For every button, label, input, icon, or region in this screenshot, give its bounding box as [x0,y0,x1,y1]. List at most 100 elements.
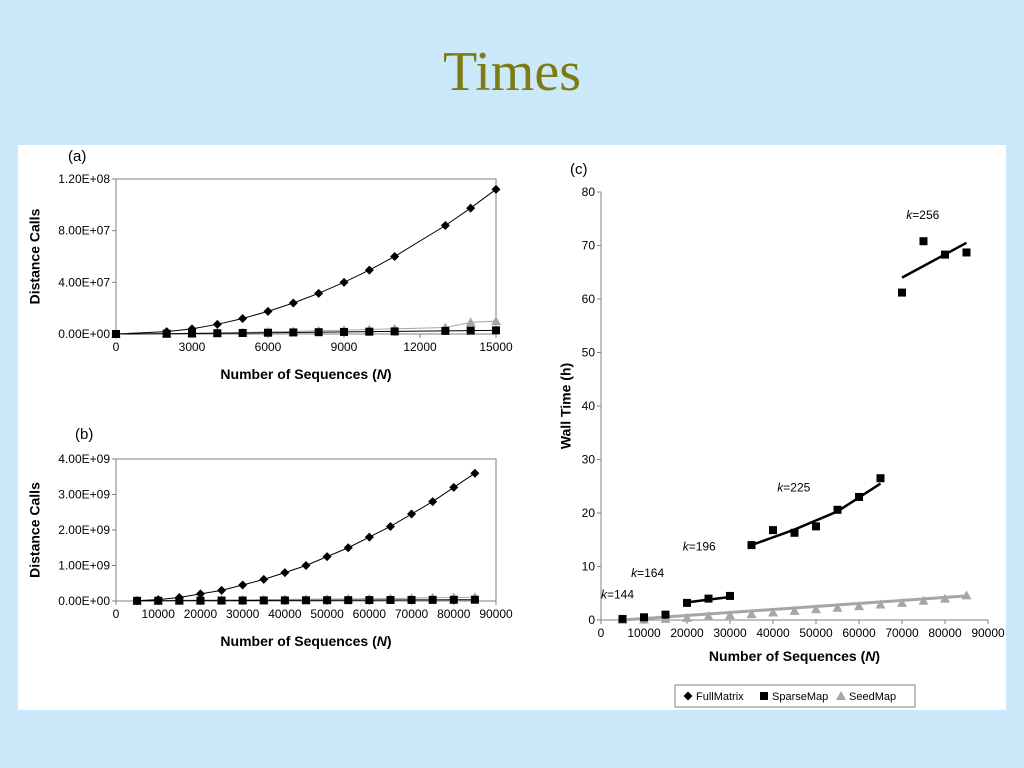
data-point [153,595,163,605]
data-point [174,592,184,602]
data-point [470,595,479,604]
series-fullmatrix [132,468,480,606]
k-annotation-value: =164 [637,566,664,580]
x-axis-title-close: ) [387,633,392,649]
data-point [962,248,971,257]
y-tick-label: 2.00E+09 [58,523,110,537]
data-point [162,327,172,337]
y-tick-label: 3.00E+09 [58,488,110,502]
data-point [789,605,800,615]
data-point [449,482,459,492]
x-axis-title: Number of Sequences (N) [220,633,391,649]
y-tick-label: 50 [582,346,596,360]
data-point [365,596,374,605]
data-point [918,595,929,605]
x-tick-label: 0 [598,626,605,640]
data-point [466,203,476,213]
data-point [386,596,395,605]
data-point [940,593,950,603]
data-point [833,505,842,514]
y-tick-label: 4.00E+07 [58,275,110,289]
data-point [465,317,476,327]
data-point [263,306,273,316]
k-annotation-symbol: k [777,481,784,495]
x-axis-title-text: Number of Sequences ( [220,633,377,649]
y-axis-title: Distance Calls [26,208,42,304]
x-tick-label: 10000 [627,626,661,640]
panel-label: (b) [75,426,93,443]
data-point [390,252,400,261]
data-point [289,328,298,337]
data-point [343,543,353,553]
x-tick-label: 30000 [713,626,747,640]
panel-label: (c) [570,161,588,178]
data-point [790,528,799,537]
y-tick-label: 1.20E+08 [58,172,110,186]
data-point [941,250,949,259]
data-point [640,613,648,622]
y-tick-label: 1.00E+09 [58,559,110,573]
data-point [768,607,778,617]
legend-marker-sparsemap [760,692,768,700]
legend-marker-seedmap [836,691,846,700]
data-point [314,288,324,298]
data-point [280,568,290,578]
trendline-sparsemap [901,241,968,279]
data-point [238,314,248,323]
x-tick-label: 20000 [184,607,218,621]
y-tick-label: 20 [582,506,596,520]
data-point [344,596,353,605]
data-point [492,326,500,335]
y-tick-label: 40 [582,399,596,413]
data-point [217,596,226,605]
data-point [725,610,735,620]
x-tick-label: 70000 [395,607,429,621]
x-tick-label: 50000 [310,607,344,621]
data-point [132,596,142,606]
y-tick-label: 8.00E+07 [58,224,110,238]
x-tick-label: 60000 [353,607,387,621]
data-point [288,298,298,308]
data-point [264,328,272,337]
data-point [111,329,121,339]
data-point [747,541,756,550]
x-tick-label: 3000 [179,340,206,354]
k-annotation: k=256 [906,208,939,222]
k-annotation-symbol: k [601,588,608,602]
y-tick-label: 0 [588,613,595,627]
data-point [364,265,374,275]
data-point [213,329,222,338]
x-tick-label: 0 [113,607,120,621]
data-point [726,591,734,600]
series-line [115,329,497,335]
chart-b: 0 10000 20000 30000 40000 50000 60000 70000 8000… [26,426,513,649]
x-axis-title-variable: N [865,648,876,664]
chart-a: 0 3000 6000 9000 12000 15000 0.00E+00 4.00E+07 8… [26,148,513,382]
x-tick-label: 0 [113,340,120,354]
x-axis-title-close: ) [387,366,392,382]
data-point [428,497,438,507]
x-axis-title-variable: N [377,366,388,382]
y-tick-label: 0.00E+00 [58,594,110,608]
data-point [919,237,928,246]
data-point [703,611,714,621]
figure-panel: 0 3000 6000 9000 12000 15000 0.00E+00 4.00E+07 8… [18,145,1006,710]
data-point [876,474,885,483]
data-point [195,589,205,599]
data-point [440,221,450,230]
x-axis-title: Number of Sequences (N) [709,648,880,664]
x-tick-label: 80000 [928,626,962,640]
data-point [683,598,691,607]
x-tick-label: 90000 [479,607,513,621]
data-point [491,316,501,326]
legend-label-sparsemap: SparseMap [772,691,828,703]
y-tick-label: 60 [582,292,596,306]
data-point [811,604,821,614]
k-annotation-value: =196 [689,539,716,553]
plot-frame [115,458,497,602]
data-point [618,614,627,623]
data-point [322,552,332,562]
k-annotation-value: =225 [783,481,810,495]
data-point [897,597,907,607]
data-point [466,326,475,335]
